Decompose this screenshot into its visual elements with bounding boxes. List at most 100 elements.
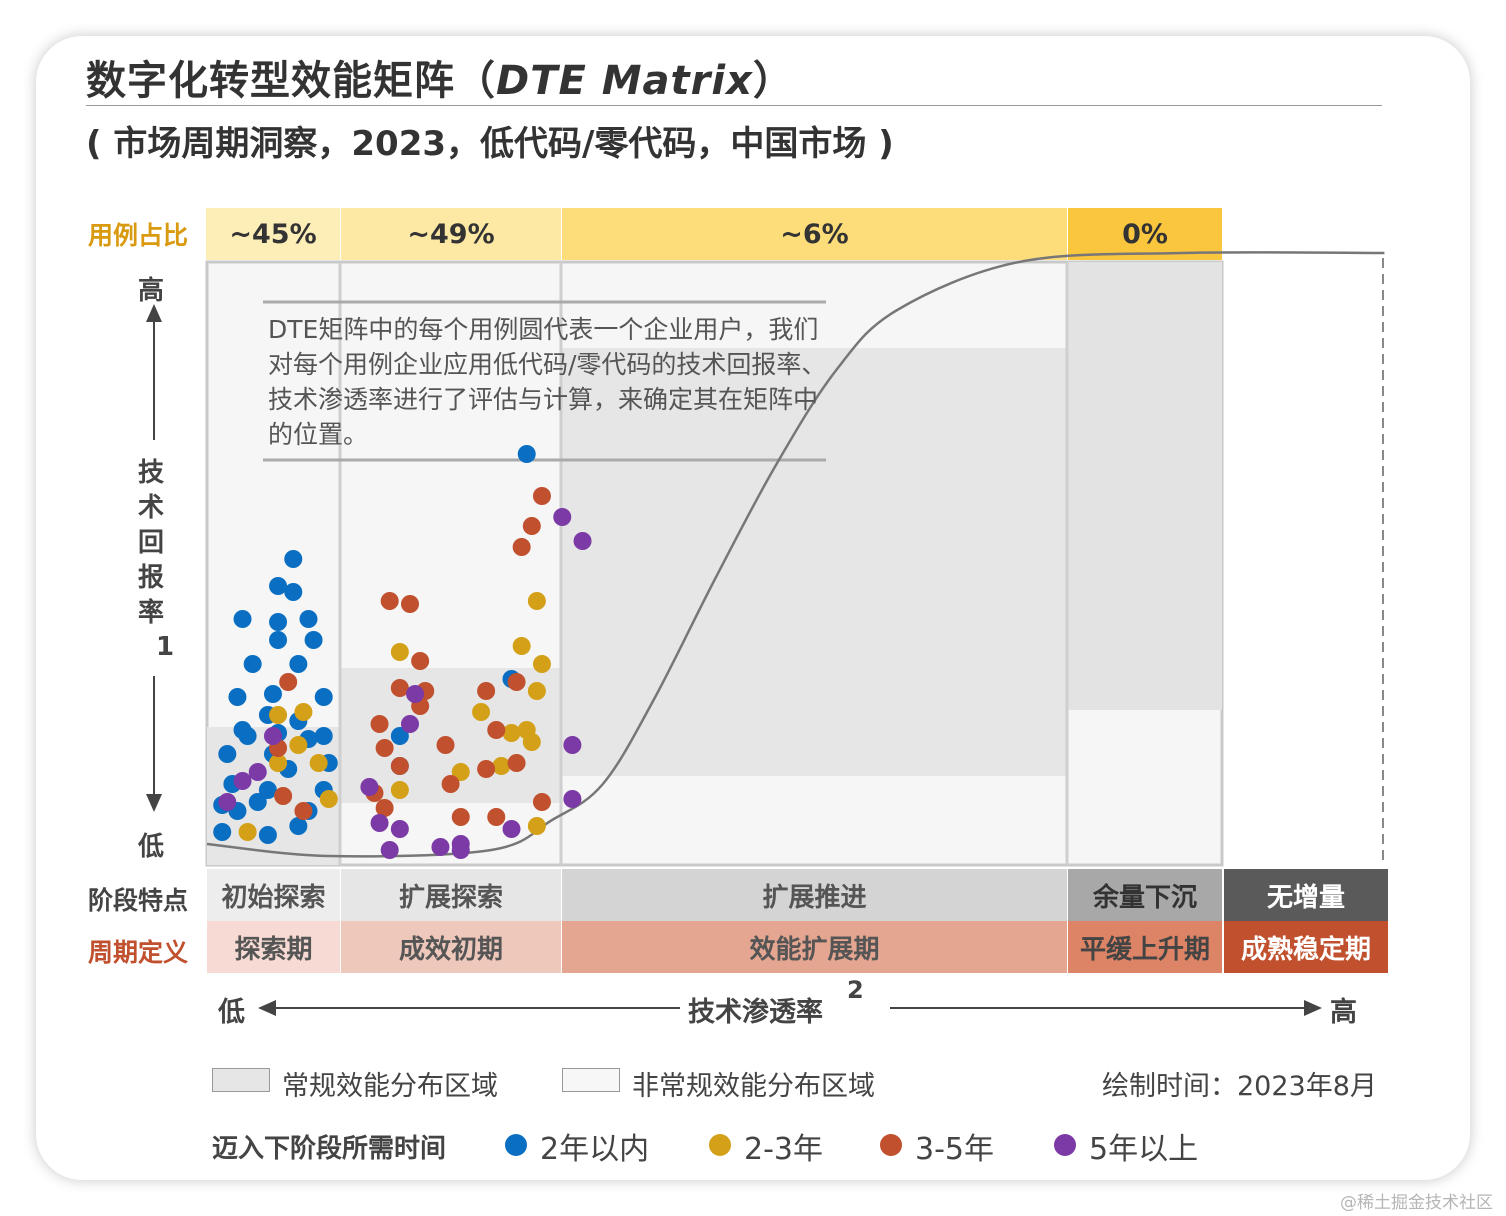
dot-2-3-years (472, 703, 491, 721)
dot-3-5-years (401, 595, 419, 613)
plot-background (205, 258, 1384, 867)
y-axis (146, 304, 162, 812)
dot-3-5-years (390, 757, 409, 775)
legend-regular-label: 常规效能分布区域 (282, 1071, 498, 1102)
y-axis-label-char: 报 (138, 563, 165, 593)
cycle-cell-plateau: 平缓上升期 (1068, 921, 1222, 973)
dot-under-2-years (263, 685, 282, 703)
dot-3-5-years (451, 808, 470, 826)
dot-3-5-years (532, 793, 551, 811)
dot-3-5-years (522, 517, 541, 535)
dot-2-3-years (512, 637, 531, 655)
dot-over-5-years (370, 814, 389, 832)
share-cell-explore: ~45% (206, 208, 340, 260)
y-axis-low: 低 (138, 832, 165, 862)
stage-cell-mature: 无增量 (1224, 869, 1388, 921)
share-cell-early: ~49% (341, 208, 561, 260)
dot-3-5-years (279, 673, 298, 691)
dot-over-5-years (233, 772, 252, 790)
dot-under-2-years (269, 577, 288, 595)
stage-cell-explore: 初始探索 (207, 869, 340, 921)
stage-cell-early: 扩展探索 (341, 869, 561, 921)
x-axis-footnote: 2 (847, 976, 864, 1004)
use-case-dots (213, 445, 592, 859)
cycle-cell-early: 成效初期 (341, 921, 561, 973)
dot-3-5-years (370, 715, 389, 733)
cycle-cell-expand: 效能扩展期 (562, 921, 1067, 973)
dot-3-5-years (507, 673, 526, 691)
legend-dot-purple (1054, 1134, 1076, 1156)
dot-over-5-years (360, 778, 379, 796)
dot-2-3-years (390, 643, 409, 661)
dot-under-2-years (233, 721, 252, 739)
dot-2-3-years (527, 592, 546, 610)
y-axis-high: 高 (138, 276, 165, 306)
dot-under-2-years (258, 781, 277, 799)
dot-over-5-years (573, 532, 592, 550)
dot-under-2-years (228, 688, 247, 706)
stage-cell-expand: 扩展推进 (562, 869, 1067, 921)
regular-zone-expand (562, 348, 1067, 776)
share-cell-expand: ~6% (562, 208, 1067, 260)
dot-under-2-years (304, 631, 323, 649)
dot-3-5-years (375, 739, 394, 757)
dot-3-5-years (441, 775, 460, 793)
dot-under-2-years (314, 727, 333, 745)
legend-time-3: 3-5年 (915, 1132, 994, 1167)
dot-3-5-years (487, 721, 506, 739)
x-axis (258, 1000, 1322, 1016)
legend-time-2: 2-3年 (744, 1132, 823, 1167)
legend-dot-gold (709, 1134, 731, 1156)
dot-under-2-years (390, 727, 409, 745)
legend-dot-rust (880, 1134, 902, 1156)
legend-dot-blue (505, 1134, 527, 1156)
dot-under-2-years (269, 613, 288, 631)
legend-time-title: 迈入下阶段所需时间 (212, 1134, 447, 1164)
dot-over-5-years (380, 841, 399, 859)
dot-3-5-years (477, 682, 496, 700)
dot-under-2-years (314, 688, 333, 706)
dot-over-5-years (218, 793, 237, 811)
y-axis-label-char: 技 (138, 458, 165, 488)
dot-3-5-years (390, 679, 409, 697)
note-rules (263, 300, 826, 462)
dot-3-5-years (411, 652, 430, 670)
dot-over-5-years (390, 820, 409, 838)
dot-2-3-years (527, 817, 546, 835)
title-divider (86, 105, 1382, 106)
regular-zone-plateau (1068, 262, 1222, 710)
dot-3-5-years (375, 799, 394, 817)
cycle-cell-explore: 探索期 (207, 921, 340, 973)
dot-over-5-years (553, 508, 572, 526)
dot-3-5-years (294, 802, 313, 820)
share-cell-plateau: 0% (1068, 208, 1222, 260)
dot-2-3-years (269, 754, 288, 772)
dot-under-2-years (289, 817, 308, 835)
share-row-label: 用例占比 (88, 221, 189, 250)
cycle-row-label: 周期定义 (88, 938, 189, 967)
dot-3-5-years (436, 736, 455, 754)
dot-over-5-years (431, 838, 450, 856)
dot-under-2-years (284, 583, 303, 601)
dot-over-5-years (502, 820, 521, 838)
dot-over-5-years (263, 727, 282, 745)
dot-under-2-years (269, 631, 288, 649)
matrix-note: DTE矩阵中的每个用例圆代表一个企业用户，我们对每个用例企业应用低代码/零代码的… (268, 315, 827, 449)
dot-over-5-years (563, 736, 582, 754)
cycle-cell-mature: 成熟稳定期 (1224, 921, 1388, 973)
dot-2-3-years (451, 763, 470, 781)
dot-2-3-years (294, 703, 313, 721)
dot-over-5-years (563, 790, 582, 808)
dot-under-2-years (289, 655, 308, 673)
legend-regular-swatch (212, 1068, 270, 1092)
y-axis-label-char: 术 (138, 493, 165, 523)
legend-irregular-label: 非常规效能分布区域 (632, 1071, 875, 1102)
y-axis-label-char: 回 (138, 528, 165, 558)
x-axis-low: 低 (218, 997, 245, 1028)
dot-over-5-years (401, 715, 419, 733)
x-axis-high: 高 (1330, 997, 1357, 1028)
adoption-s-curve (206, 251, 1385, 858)
y-axis-label-char: 率 (138, 598, 165, 628)
dot-2-3-years (309, 754, 328, 772)
